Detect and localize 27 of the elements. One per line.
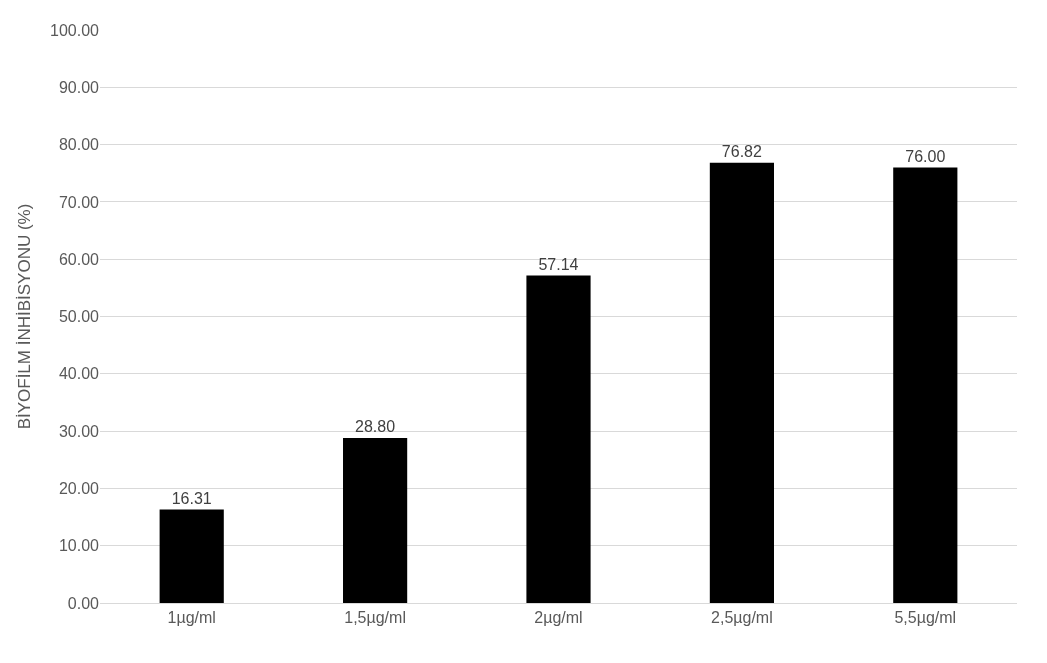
y-tick-label: 80.00 — [58, 136, 100, 154]
data-label: 57.14 — [538, 255, 579, 273]
x-tick-label: 2µg/ml — [534, 609, 583, 627]
y-tick-label: 50.00 — [58, 308, 100, 326]
y-axis-title: BİYOFİLM İNHİBİSYONU (%) — [14, 203, 34, 430]
y-tick-label: 100.00 — [50, 21, 100, 39]
y-tick-label: 70.00 — [58, 193, 100, 211]
bar — [709, 162, 774, 603]
data-label: 16.31 — [171, 489, 212, 507]
y-tick-label: 60.00 — [58, 250, 100, 268]
y-tick-label: 20.00 — [58, 480, 100, 497]
x-tick-label: 2,5µg/ml — [711, 609, 773, 627]
y-tick-label: 30.00 — [58, 422, 100, 440]
y-tick-label: 40.00 — [58, 365, 100, 383]
bar — [159, 509, 224, 603]
x-tick-label: 5,5µg/ml — [894, 609, 957, 627]
data-label: 76.82 — [721, 142, 762, 160]
bar — [526, 275, 591, 603]
x-tick-label: 1,5µg/ml — [344, 609, 406, 627]
data-label: 76.00 — [905, 147, 946, 165]
y-tick-label: 10.00 — [58, 537, 100, 555]
y-tick-label: 90.00 — [58, 78, 100, 96]
y-tick-label: 0.00 — [67, 594, 100, 612]
bar — [343, 437, 408, 603]
x-tick-label: 1µg/ml — [167, 609, 216, 627]
bar — [893, 167, 958, 603]
data-label: 28.80 — [355, 417, 396, 435]
